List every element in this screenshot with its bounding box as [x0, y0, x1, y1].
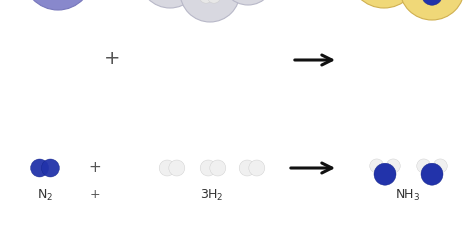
Text: +: + — [89, 161, 101, 176]
Circle shape — [159, 160, 175, 176]
Circle shape — [417, 159, 431, 173]
Circle shape — [374, 163, 396, 185]
Ellipse shape — [139, 0, 201, 8]
Circle shape — [169, 160, 185, 176]
Circle shape — [210, 160, 226, 176]
Circle shape — [386, 159, 400, 173]
Circle shape — [433, 159, 447, 173]
Ellipse shape — [219, 0, 277, 5]
Circle shape — [200, 0, 213, 3]
Ellipse shape — [349, 0, 419, 8]
Circle shape — [31, 159, 49, 177]
Circle shape — [41, 159, 59, 177]
Circle shape — [200, 160, 216, 176]
Circle shape — [421, 0, 442, 5]
Text: NH$_3$: NH$_3$ — [395, 188, 420, 203]
Circle shape — [421, 163, 443, 185]
Ellipse shape — [22, 0, 94, 10]
Circle shape — [249, 160, 265, 176]
Ellipse shape — [400, 0, 465, 20]
Text: +: + — [104, 48, 120, 67]
Circle shape — [239, 160, 255, 176]
Text: 3H$_2$: 3H$_2$ — [200, 188, 224, 203]
Text: N$_2$: N$_2$ — [37, 188, 53, 203]
Ellipse shape — [180, 0, 240, 22]
Circle shape — [207, 0, 220, 3]
Circle shape — [370, 159, 384, 173]
Text: +: + — [90, 188, 100, 201]
